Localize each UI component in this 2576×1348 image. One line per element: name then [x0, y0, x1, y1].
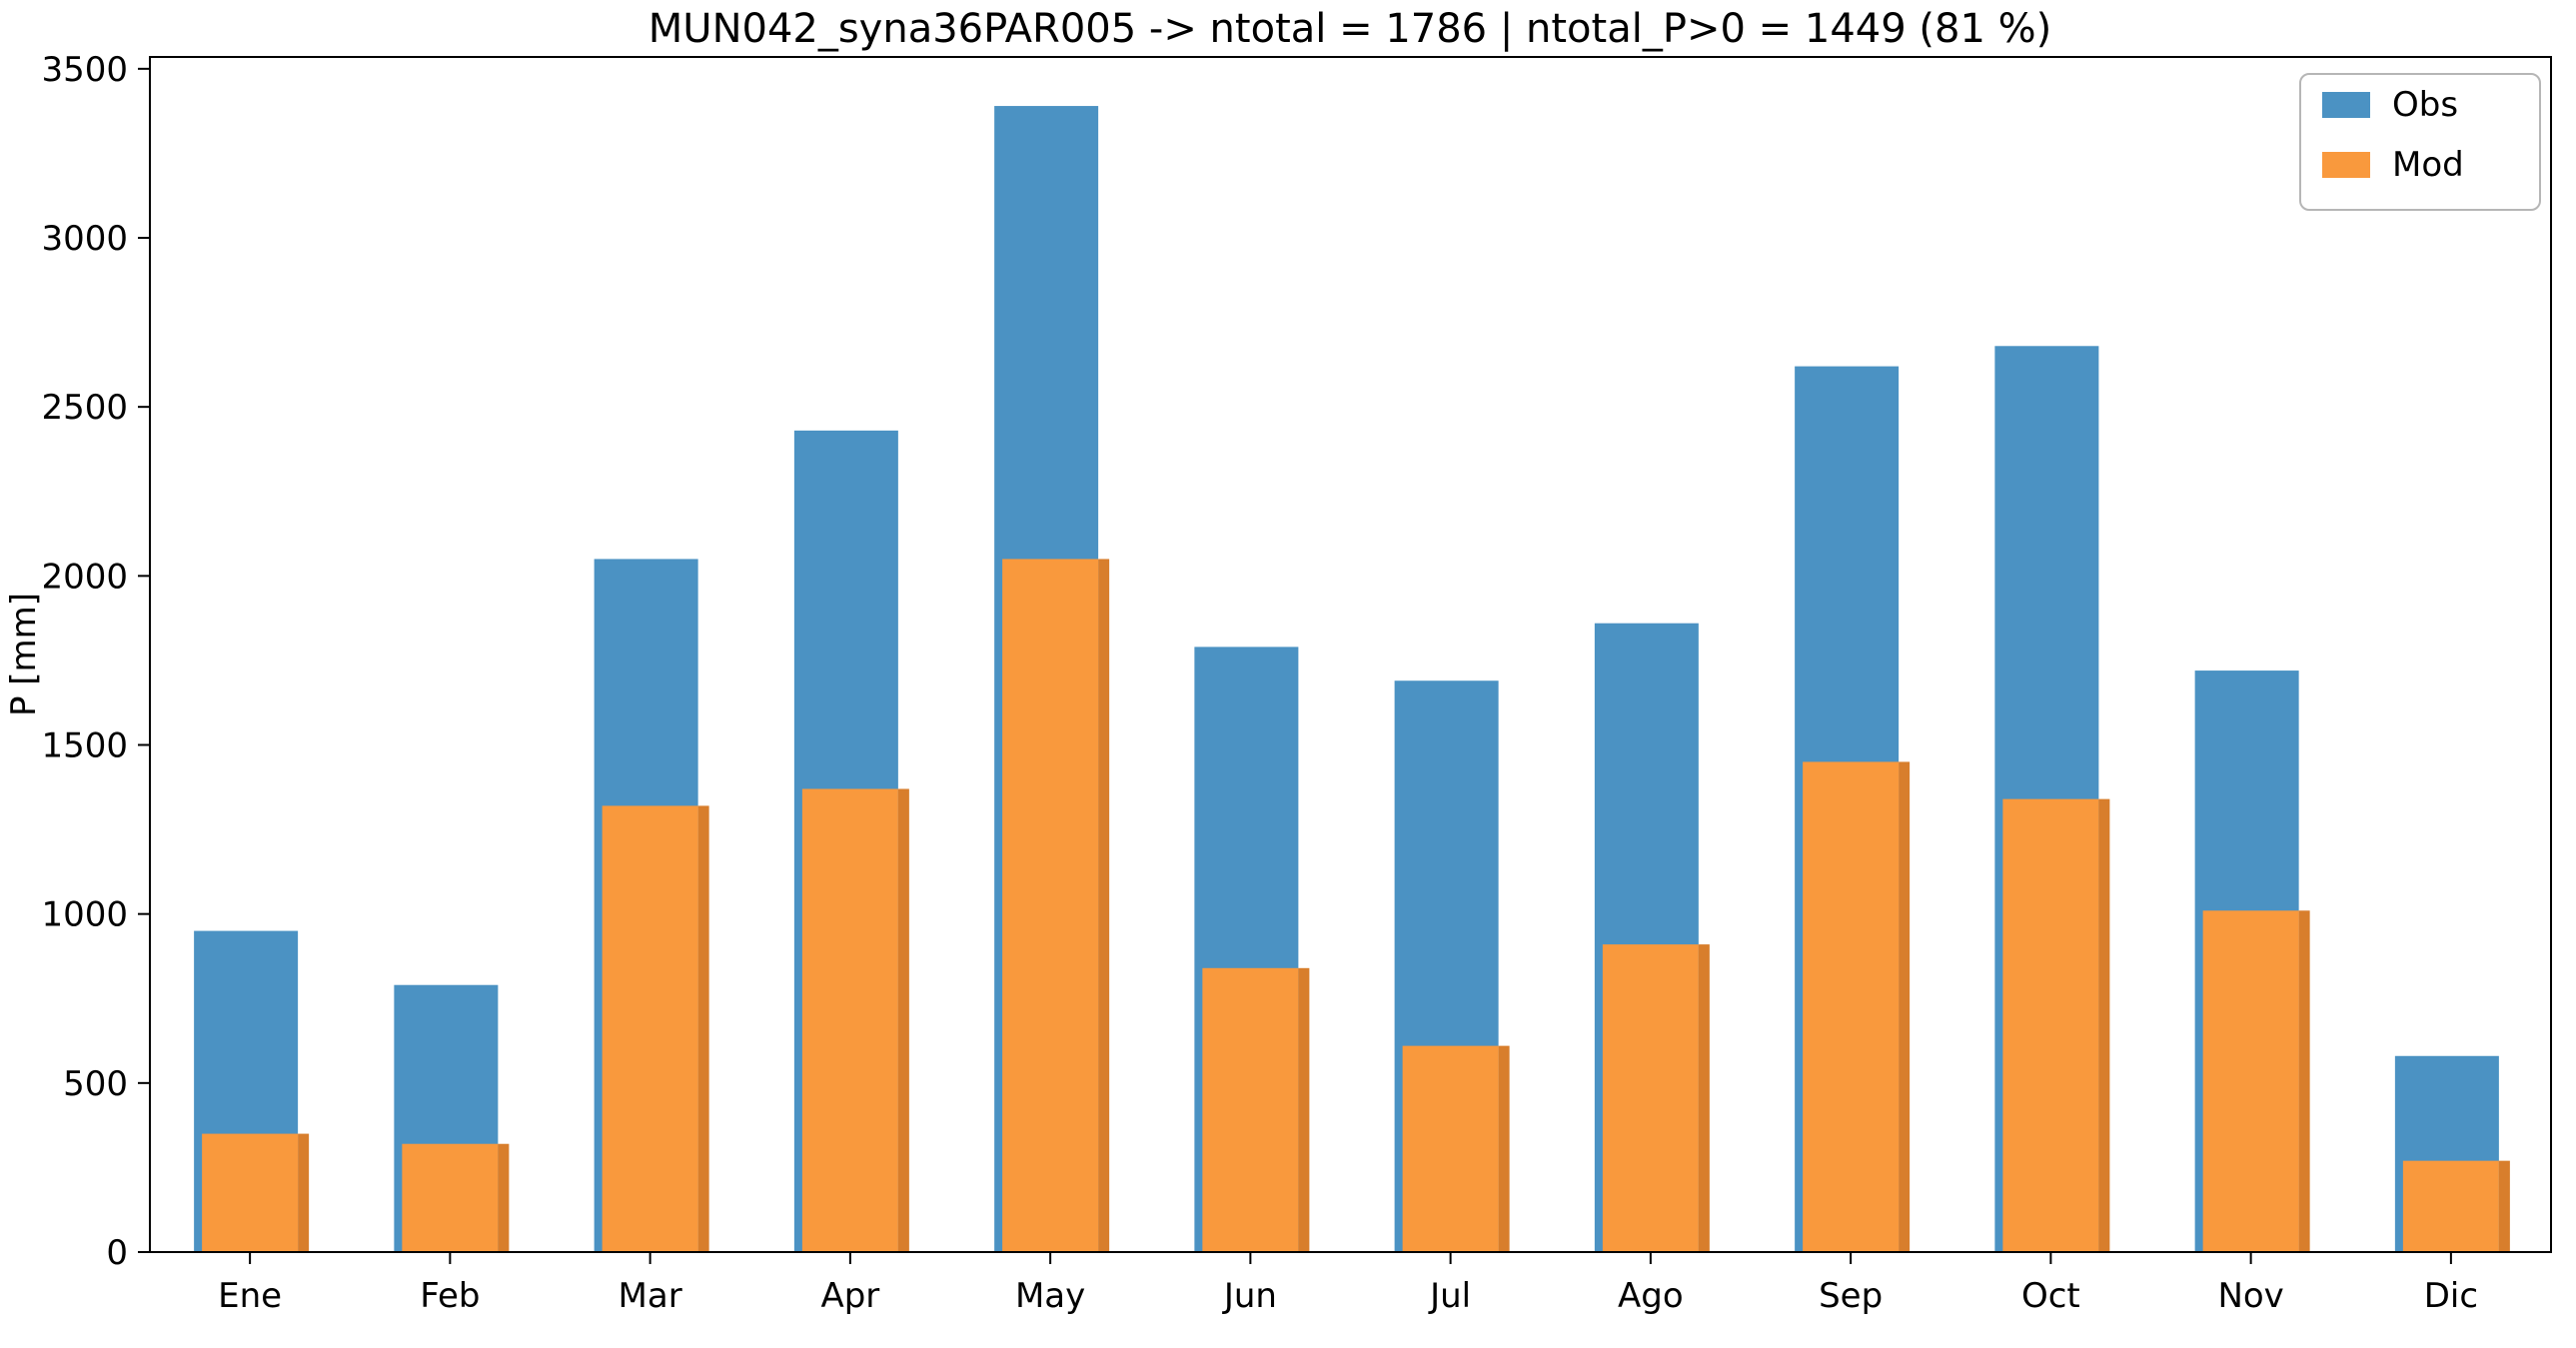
mod-bar-edge-Oct [2098, 798, 2110, 1252]
y-tick-label-1000: 1000 [41, 895, 128, 935]
mod-bars-group [202, 559, 2510, 1252]
mod-bar-edge-May [1098, 559, 1110, 1252]
x-axis-ticks: Ene Feb Mar Apr May Jun Jul Ago Sep Oct Nov Dic [218, 1252, 2478, 1316]
x-tick-label-Feb: Feb [420, 1276, 480, 1316]
y-tick-label-0: 0 [106, 1233, 128, 1273]
axes-spines [149, 56, 2552, 1253]
mod-bar-edge-Nov [2298, 910, 2310, 1252]
mod-bar-edge-Sep [1899, 761, 1911, 1252]
mod-bar-Ene [202, 1133, 299, 1252]
x-tick-label-Jul: Jul [1428, 1276, 1471, 1316]
mod-bar-Mar [602, 805, 698, 1252]
mod-bar-Feb [402, 1143, 499, 1252]
y-tick-label-3500: 3500 [41, 50, 128, 90]
mod-bar-edge-Jun [1298, 967, 1310, 1252]
mod-bar-Jul [1402, 1045, 1499, 1252]
mod-bar-Nov [2202, 910, 2299, 1252]
mod-bar-edge-Feb [498, 1143, 510, 1252]
y-tick-label-1500: 1500 [41, 726, 128, 766]
x-tick-label-Oct: Oct [2021, 1276, 2080, 1316]
x-tick-label-Nov: Nov [2217, 1276, 2283, 1316]
mod-bar-Jun [1202, 967, 1299, 1252]
mod-bar-edge-Apr [897, 788, 909, 1252]
mod-bar-Oct [2002, 798, 2099, 1252]
x-tick-label-Dic: Dic [2424, 1276, 2478, 1316]
mod-bar-Apr [801, 788, 898, 1252]
mod-bar-edge-Ago [1698, 944, 1710, 1252]
x-tick-label-Ene: Ene [218, 1276, 282, 1316]
chart-title: MUN042_syna36PAR005 -> ntotal = 1786 | n… [648, 6, 2051, 52]
x-tick-label-Sep: Sep [1819, 1276, 1883, 1316]
mod-bar-edge-Ene [298, 1133, 310, 1252]
legend-label-mod: Mod [2392, 145, 2464, 185]
y-axis-label: P [mm] [4, 593, 44, 716]
obs-bars-group [194, 106, 2499, 1253]
mod-bar-May [1002, 559, 1099, 1252]
x-tick-label-Mar: Mar [619, 1276, 682, 1316]
mod-bar-Dic [2402, 1160, 2499, 1252]
mod-bar-Sep [1803, 761, 1900, 1252]
y-axis-ticks: 0 500 1000 1500 2000 2500 3000 3500 [41, 50, 150, 1273]
legend-swatch-mod [2322, 152, 2370, 178]
y-tick-label-2000: 2000 [41, 557, 128, 597]
legend-swatch-obs [2322, 92, 2370, 118]
x-tick-label-Ago: Ago [1618, 1276, 1684, 1316]
legend: Obs Mod [2299, 73, 2541, 211]
x-tick-label-Jun: Jun [1222, 1276, 1277, 1316]
y-tick-label-2500: 2500 [41, 388, 128, 428]
y-tick-label-3000: 3000 [41, 219, 128, 259]
mod-bar-edge-Dic [2498, 1160, 2510, 1252]
legend-label-obs: Obs [2392, 85, 2458, 125]
y-tick-label-500: 500 [63, 1064, 128, 1104]
x-tick-label-Apr: Apr [820, 1276, 879, 1316]
mod-bar-edge-Mar [697, 805, 709, 1252]
mod-bar-edge-Jul [1498, 1045, 1510, 1252]
x-tick-label-May: May [1015, 1276, 1085, 1316]
mod-bar-Ago [1602, 944, 1699, 1252]
